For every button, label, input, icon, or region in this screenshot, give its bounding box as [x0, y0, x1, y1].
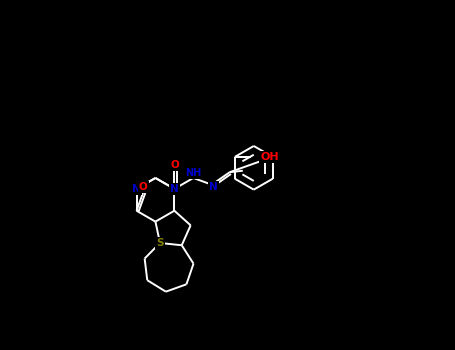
Text: NH: NH	[185, 168, 202, 178]
Text: N: N	[170, 184, 179, 194]
Text: S: S	[156, 238, 164, 248]
Text: O: O	[170, 160, 179, 170]
Text: O: O	[139, 182, 147, 192]
Text: N: N	[132, 184, 141, 194]
Text: OH: OH	[260, 152, 279, 162]
Text: N: N	[209, 182, 218, 192]
